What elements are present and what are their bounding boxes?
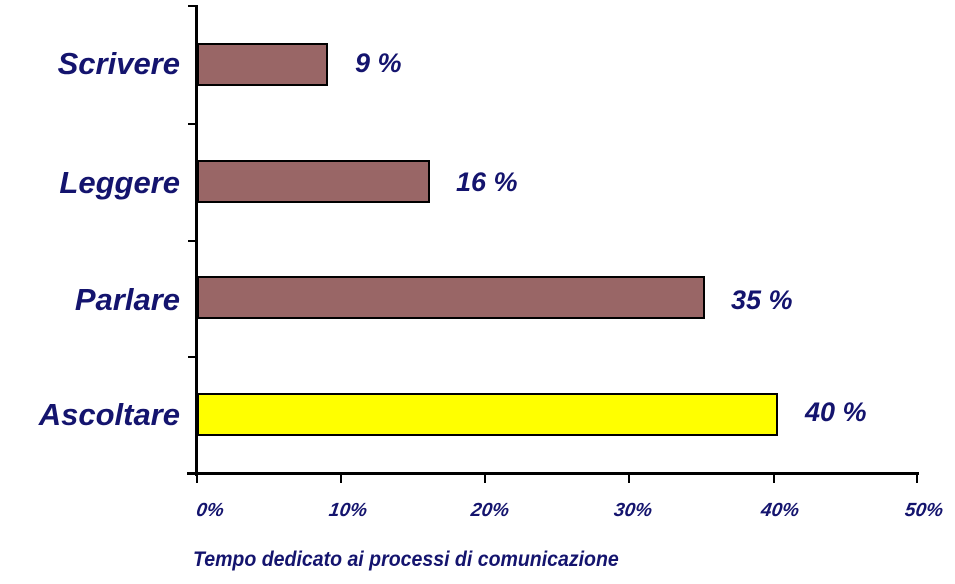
value-label-scrivere: 9 % (355, 48, 402, 78)
bar-scrivere (197, 43, 328, 86)
value-label-ascoltare: 40 % (805, 397, 867, 427)
x-tick (916, 474, 918, 483)
x-tick-label: 10% (327, 500, 369, 521)
bar-leggere (197, 160, 430, 203)
x-tick (773, 474, 775, 483)
x-tick (340, 474, 342, 483)
x-tick-label: 50% (903, 500, 945, 521)
x-axis-title: Tempo dedicato ai processi di comunicazi… (193, 548, 619, 571)
value-label-parlare: 35 % (731, 285, 793, 315)
bar-parlare (197, 276, 705, 319)
y-tick (188, 5, 197, 7)
x-tick (484, 474, 486, 483)
bar-ascoltare (197, 393, 778, 436)
x-axis (187, 472, 919, 475)
y-tick (188, 356, 197, 358)
x-tick (628, 474, 630, 483)
x-tick-label: 20% (469, 500, 511, 521)
value-label-leggere: 16 % (456, 167, 518, 197)
category-label-parlare: Parlare (74, 282, 180, 317)
category-label-scrivere: Scrivere (57, 46, 180, 81)
x-tick (196, 474, 198, 483)
category-label-leggere: Leggere (59, 165, 180, 200)
y-tick (188, 240, 197, 242)
y-tick (188, 123, 197, 125)
x-tick-label: 0% (194, 500, 226, 521)
category-label-ascoltare: Ascoltare (38, 397, 180, 432)
x-tick-label: 40% (759, 500, 801, 521)
x-tick-label: 30% (612, 500, 654, 521)
